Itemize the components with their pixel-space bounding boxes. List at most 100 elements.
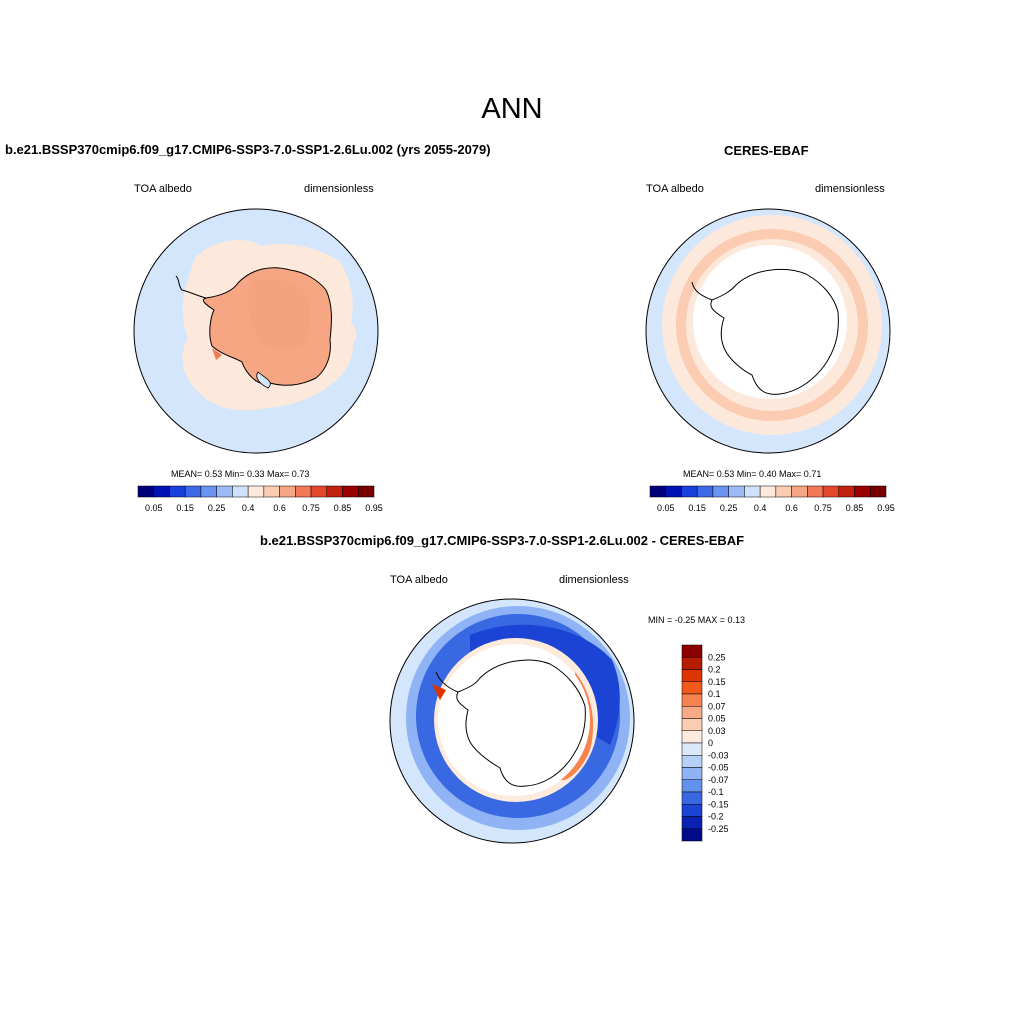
obs-colorbar-swatch <box>870 485 887 498</box>
diff-colorbar-swatch <box>681 693 703 707</box>
diff-peninsula-patch <box>432 684 446 700</box>
model-colorbar-swatch <box>247 485 265 498</box>
model-colorbar-label: 0.15 <box>176 503 194 513</box>
diff-colorbar-swatch <box>681 730 703 744</box>
diff-colorbar-swatch <box>681 669 703 682</box>
obs-colorbar-swatch <box>665 485 682 498</box>
diff-colorbar: 0.25 0.2 0.15 0.1 0.07 0.05 0.03 0 -0.03 -0.05 -0.… <box>681 644 729 842</box>
obs-peninsula-coast <box>691 281 713 301</box>
diff-colorbar-swatch <box>681 644 703 658</box>
model-colorbar-label: 0.85 <box>334 503 352 513</box>
diff-map-border <box>389 598 635 844</box>
obs-antarctica-landmass <box>710 269 839 395</box>
model-colorbar-label: 0.6 <box>273 503 286 513</box>
obs-colorbar-label: 0.25 <box>720 503 738 513</box>
diff-colorbar-swatch <box>681 742 703 756</box>
model-colorbar-label: 0.05 <box>145 503 163 513</box>
diff-panel-title: b.e21.BSSP370cmip6.f09_g17.CMIP6-SSP3-7.… <box>260 533 745 548</box>
model-south-america-tip <box>135 281 142 288</box>
obs-colorbar-swatch <box>696 485 714 498</box>
diff-colorbar-swatch <box>681 816 703 829</box>
obs-south-america-tip <box>647 281 654 288</box>
diff-colorbar-label: -0.05 <box>708 763 729 773</box>
diff-colorbar-label: 0.05 <box>708 714 726 724</box>
model-peninsula-patch <box>212 348 222 360</box>
model-colorbar-swatch <box>200 485 217 498</box>
model-colorbar-label: 0.75 <box>302 503 320 513</box>
diff-colorbar-swatch <box>681 755 703 768</box>
obs-colorbar-swatch <box>775 485 792 498</box>
diff-colorbar-swatch <box>681 767 703 780</box>
model-colorbar-swatch <box>216 485 233 498</box>
diff-colorbar-label: -0.07 <box>708 775 729 785</box>
diff-strongest-patch <box>470 624 620 745</box>
diff-colorbar-swatch <box>681 718 703 731</box>
model-colorbar: 0.05 0.15 0.25 0.4 0.6 0.75 0.85 0.95 <box>137 485 383 513</box>
model-colorbar-swatch <box>326 485 343 498</box>
diff-south-america-tip <box>391 671 398 678</box>
diff-variable-label: TOA albedo <box>390 574 448 586</box>
model-peninsula-coast <box>175 275 207 299</box>
diff-colorbar-swatch <box>681 804 703 817</box>
diff-colorbar-label: -0.1 <box>708 787 724 797</box>
model-stats: MEAN= 0.53 Min= 0.33 Max= 0.73 <box>171 469 310 479</box>
diff-colorbar-swatch <box>681 779 703 793</box>
obs-colorbar-swatch <box>854 485 871 498</box>
model-panel-title: b.e21.BSSP370cmip6.f09_g17.CMIP6-SSP3-7.… <box>5 142 491 157</box>
diff-antarctica-landmass <box>456 659 586 787</box>
diff-colorbar-label: 0.1 <box>708 689 721 699</box>
model-colorbar-label: 0.25 <box>208 503 226 513</box>
model-plateau-shade <box>248 278 311 350</box>
diff-colorbar-label: -0.2 <box>708 812 724 822</box>
obs-colorbar-label: 0.4 <box>754 503 767 513</box>
diff-colorbar-label: 0.25 <box>708 652 726 662</box>
diff-colorbar-label: 0 <box>708 738 713 748</box>
obs-colorbar-swatch <box>712 485 729 498</box>
model-map-border <box>133 208 379 454</box>
model-colorbar-swatch <box>279 485 296 498</box>
obs-colorbar-label: 0.75 <box>814 503 832 513</box>
model-sea-ice-patch <box>340 315 357 343</box>
diff-colorbar-label: -0.25 <box>708 824 729 834</box>
obs-colorbar-swatch <box>791 485 808 498</box>
obs-colorbar-swatch <box>838 485 855 498</box>
model-colorbar-swatch <box>169 485 186 498</box>
obs-colorbar-label: 0.95 <box>877 503 895 513</box>
obs-variable-label: TOA albedo <box>646 183 704 195</box>
diff-colorbar-swatch <box>681 791 703 805</box>
model-colorbar-swatch <box>153 485 170 498</box>
obs-polar-map <box>645 208 891 454</box>
diff-colorbar-swatch <box>681 706 703 719</box>
model-colorbar-label: 0.95 <box>365 503 383 513</box>
obs-stats: MEAN= 0.53 Min= 0.40 Max= 0.71 <box>683 469 822 479</box>
diff-colorbar-swatch <box>681 657 703 670</box>
obs-colorbar-swatch <box>728 485 745 498</box>
diff-stats: MIN = -0.25 MAX = 0.13 <box>648 615 746 625</box>
diff-colorbar-label: 0.03 <box>708 726 726 736</box>
obs-colorbar-swatch <box>822 485 840 498</box>
model-colorbar-swatch <box>263 485 280 498</box>
model-colorbar-swatch <box>137 485 154 498</box>
obs-colorbar: 0.05 0.15 0.25 0.4 0.6 0.75 0.85 0.95 <box>649 485 895 513</box>
model-colorbar-swatch <box>295 485 312 498</box>
obs-colorbar-label: 0.85 <box>846 503 864 513</box>
obs-map-border <box>645 208 891 454</box>
obs-panel-title: CERES-EBAF <box>724 143 809 158</box>
obs-colorbar-swatch <box>807 485 824 498</box>
diff-peninsula-coast <box>435 671 459 693</box>
obs-colorbar-label: 0.6 <box>785 503 798 513</box>
model-colorbar-swatch <box>358 485 375 498</box>
diff-colorbar-label: 0.15 <box>708 677 726 687</box>
model-variable-label: TOA albedo <box>134 183 192 195</box>
obs-units-label: dimensionless <box>815 183 885 195</box>
diff-colorbar-label: -0.03 <box>708 750 729 760</box>
diff-polar-map <box>389 598 635 844</box>
model-polar-map <box>133 208 379 454</box>
model-colorbar-swatch <box>342 485 359 498</box>
diff-colorbar-swatch <box>681 828 703 842</box>
obs-colorbar-swatch <box>744 485 761 498</box>
diff-colorbar-swatch <box>681 681 703 695</box>
diff-colorbar-label: -0.15 <box>708 799 729 809</box>
main-title: ANN <box>481 93 543 125</box>
